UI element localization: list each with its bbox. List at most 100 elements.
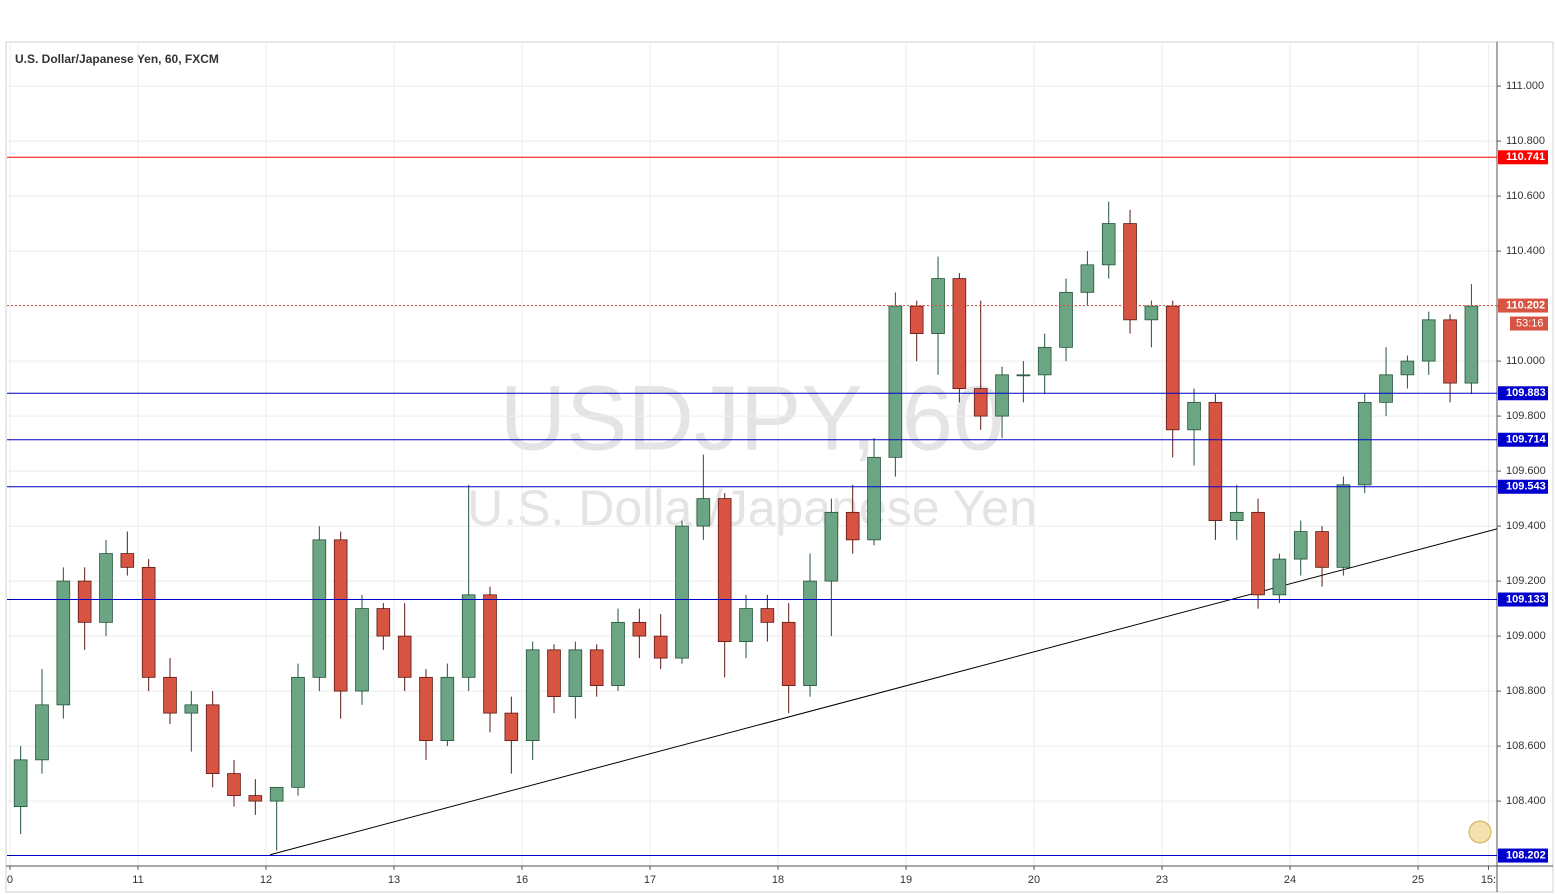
logo bbox=[1468, 820, 1492, 844]
level-label-box bbox=[1498, 432, 1548, 447]
candle-body bbox=[440, 676, 455, 741]
level-label: 110.202 bbox=[1506, 299, 1545, 311]
candle-body bbox=[931, 278, 945, 334]
x-tick-label: 17 bbox=[644, 874, 656, 886]
candle-body bbox=[1464, 305, 1479, 384]
candle-body bbox=[1080, 264, 1095, 293]
x-tick-label: 18 bbox=[772, 874, 784, 886]
y-tick-label: 109.600 bbox=[1506, 465, 1546, 477]
candle-body bbox=[419, 676, 433, 741]
candle-body bbox=[1315, 531, 1329, 568]
candle-body bbox=[1336, 484, 1351, 568]
candle-body bbox=[547, 649, 561, 697]
y-tick-label: 108.400 bbox=[1506, 795, 1546, 807]
candle-body bbox=[589, 649, 604, 686]
candle-body bbox=[1016, 374, 1031, 377]
candle-body bbox=[653, 635, 668, 659]
level-label: 110.741 bbox=[1506, 151, 1545, 163]
candle-body bbox=[824, 511, 839, 582]
y-tick-label: 109.200 bbox=[1506, 575, 1546, 587]
candle-body bbox=[760, 608, 775, 623]
x-tick-label: 13 bbox=[388, 874, 400, 886]
level-label: 109.714 bbox=[1506, 434, 1547, 446]
y-tick-label: 108.800 bbox=[1506, 685, 1546, 697]
y-tick-label: 109.800 bbox=[1506, 410, 1546, 422]
candle-body bbox=[1208, 401, 1223, 521]
x-tick-label: 20 bbox=[1028, 874, 1040, 886]
y-tick-label: 110.600 bbox=[1506, 190, 1545, 202]
candle-body bbox=[1379, 374, 1393, 403]
candle-body bbox=[120, 553, 135, 568]
candle-body bbox=[141, 566, 156, 678]
candle-body bbox=[227, 773, 241, 796]
y-tick-label: 110.400 bbox=[1506, 245, 1545, 257]
candle-body bbox=[1293, 531, 1308, 560]
candle-body bbox=[291, 676, 305, 788]
candle-body bbox=[632, 621, 647, 637]
candle-body bbox=[205, 704, 220, 774]
candle-body bbox=[184, 704, 199, 714]
level-label-box bbox=[1498, 592, 1548, 607]
candle-body bbox=[675, 525, 689, 659]
candle-body bbox=[995, 374, 1009, 417]
level-label: 109.543 bbox=[1506, 481, 1546, 493]
y-tick-label: 111.000 bbox=[1506, 80, 1544, 92]
candle-body bbox=[803, 580, 817, 686]
candle-body bbox=[845, 511, 860, 541]
candle-body bbox=[1059, 291, 1073, 348]
candle-body bbox=[1165, 305, 1180, 431]
candle-body bbox=[13, 759, 28, 807]
candle-body bbox=[483, 594, 497, 714]
level-label-box bbox=[1498, 386, 1548, 401]
candle-body bbox=[1229, 511, 1244, 521]
countdown: 53:16 bbox=[1516, 317, 1544, 329]
candle-body bbox=[163, 676, 177, 714]
candle-body bbox=[77, 580, 92, 623]
x-tick-label: 12 bbox=[260, 874, 272, 886]
candle-body bbox=[35, 704, 49, 761]
level-label: 109.883 bbox=[1506, 387, 1546, 399]
watermark: USDJPY, 60 bbox=[500, 367, 1005, 469]
level-label-box bbox=[1498, 150, 1548, 165]
candle-body bbox=[504, 712, 519, 741]
x-tick-label: 16 bbox=[516, 874, 528, 886]
candle-body bbox=[952, 278, 967, 389]
x-tick-label: 11 bbox=[132, 874, 143, 886]
x-tick-label: 0 bbox=[7, 874, 13, 886]
candle-body bbox=[1421, 319, 1436, 362]
chart-frame bbox=[5, 41, 1554, 893]
candle-body bbox=[1357, 401, 1372, 486]
y-tick-label: 109.000 bbox=[1506, 630, 1546, 642]
candle-body bbox=[397, 635, 412, 678]
candle-body bbox=[248, 795, 263, 802]
candle-body bbox=[867, 456, 881, 541]
candle-body bbox=[269, 786, 284, 802]
x-tick-label: 15: bbox=[1481, 874, 1496, 886]
candle-body bbox=[1251, 511, 1265, 596]
candle-body bbox=[312, 539, 327, 678]
y-tick-label: 110.800 bbox=[1506, 135, 1545, 147]
top-bar bbox=[0, 0, 1555, 40]
candle-body bbox=[355, 608, 369, 692]
candle-body bbox=[525, 649, 540, 741]
countdown-box bbox=[1510, 316, 1548, 331]
x-tick-label: 23 bbox=[1156, 874, 1168, 886]
x-tick-label: 19 bbox=[900, 874, 912, 886]
candle-body bbox=[1443, 319, 1457, 384]
level-label-box bbox=[1498, 848, 1548, 863]
candle-body bbox=[99, 553, 113, 623]
y-tick-label: 109.400 bbox=[1506, 520, 1546, 532]
candle-body bbox=[1144, 305, 1159, 321]
candle-body bbox=[909, 305, 924, 334]
candle-body bbox=[461, 594, 476, 678]
candle-body bbox=[781, 621, 796, 686]
candle-body bbox=[56, 580, 71, 706]
candle-body bbox=[973, 388, 988, 417]
y-tick-label: 108.600 bbox=[1506, 740, 1546, 752]
level-label: 109.133 bbox=[1506, 593, 1546, 605]
candle-body bbox=[739, 608, 753, 642]
watermark-subtitle: U.S. Dollar/Japanese Yen bbox=[467, 480, 1037, 536]
candle-body bbox=[888, 305, 903, 458]
candle-body bbox=[611, 621, 625, 686]
candle-body bbox=[1123, 223, 1137, 321]
